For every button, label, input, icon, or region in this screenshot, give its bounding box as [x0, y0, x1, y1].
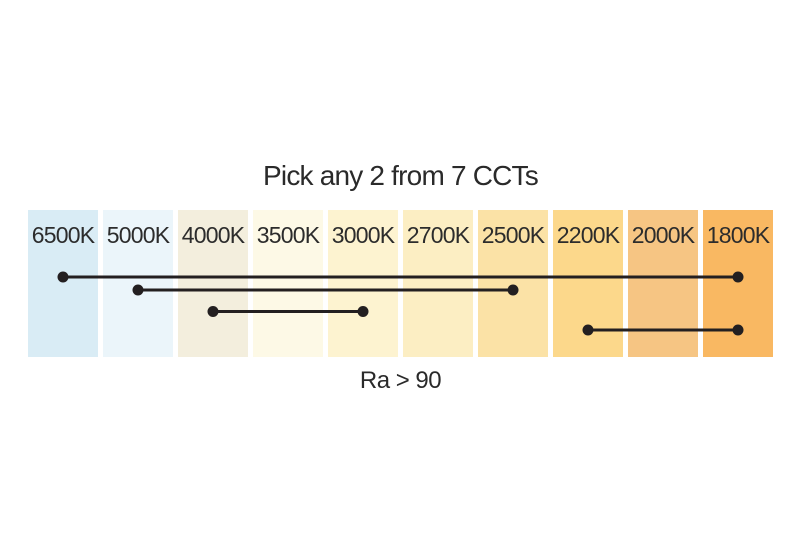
cct-swatch-band: 6500K 5000K 4000K 3500K 3000K 2700K 2500… — [28, 210, 773, 357]
cct-label: 3500K — [256, 222, 320, 248]
cct-column-6500k: 6500K — [28, 210, 98, 357]
cct-label: 3000K — [331, 222, 395, 248]
cct-label: 4000K — [181, 222, 245, 248]
cct-label: 1800K — [706, 222, 770, 248]
cri-note: Ra > 90 — [359, 367, 442, 394]
cct-column-5000k: 5000K — [103, 210, 173, 357]
cct-column-3000k: 3000K — [328, 210, 398, 357]
cct-column-3500k: 3500K — [253, 210, 323, 357]
cct-label: 2000K — [631, 222, 695, 248]
cct-label: 2500K — [481, 222, 545, 248]
cct-column-2500k: 2500K — [478, 210, 548, 357]
cct-column-2000k: 2000K — [628, 210, 698, 357]
cct-column-4000k: 4000K — [178, 210, 248, 357]
cct-label: 2700K — [406, 222, 470, 248]
cct-column-2200k: 2200K — [553, 210, 623, 357]
cct-label: 5000K — [106, 222, 170, 248]
cct-label: 2200K — [556, 222, 620, 248]
cct-column-1800k: 1800K — [703, 210, 773, 357]
cct-column-2700k: 2700K — [403, 210, 473, 357]
diagram-title: Pick any 2 from 7 CCTs — [263, 160, 539, 191]
cct-label: 6500K — [31, 222, 95, 248]
